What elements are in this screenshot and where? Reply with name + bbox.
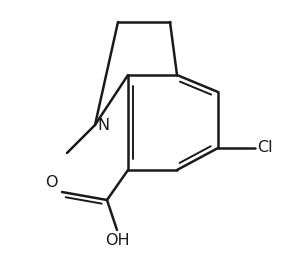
Text: O: O [46, 175, 58, 190]
Text: N: N [97, 117, 109, 133]
Text: Cl: Cl [257, 140, 273, 156]
Text: OH: OH [105, 233, 129, 248]
